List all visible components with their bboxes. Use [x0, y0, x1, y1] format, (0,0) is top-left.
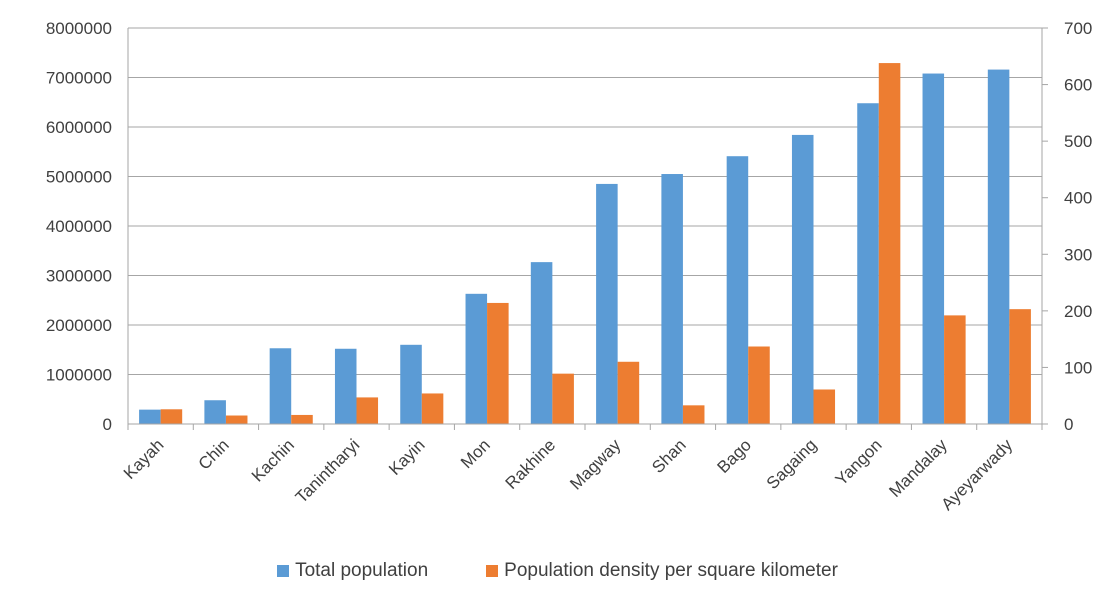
legend-item-total-population: Total population: [277, 560, 428, 582]
bar-total-population: [269, 348, 292, 424]
bar-total-population: [922, 73, 945, 424]
bar-population-density: [878, 63, 901, 425]
bar-population-density: [487, 302, 509, 424]
bar-population-density: [225, 415, 248, 424]
bar-population-density: [356, 397, 379, 424]
bar-population-density: [682, 405, 705, 424]
bar-total-population: [465, 293, 488, 424]
bar-total-population: [139, 409, 161, 424]
y2-tick-label: 100: [1064, 358, 1092, 377]
y-tick-label: 6000000: [46, 118, 112, 137]
legend-swatch-total-population: [277, 565, 290, 577]
bar-total-population: [204, 400, 226, 424]
y-tick-label: 3000000: [46, 267, 112, 286]
y2-tick-label: 0: [1064, 415, 1073, 434]
bar-population-density: [813, 389, 836, 424]
bar-population-density: [291, 414, 313, 424]
y2-tick-label: 600: [1064, 76, 1092, 95]
bar-population-density: [1009, 309, 1031, 424]
y-tick-label: 8000000: [46, 19, 112, 38]
legend-label-total-population: Total population: [295, 560, 429, 581]
gridlines: [128, 27, 1042, 425]
chart-svg: 0100000020000003000000400000050000006000…: [46, 19, 1093, 514]
bar-population-density: [748, 346, 770, 424]
bar-total-population: [596, 183, 618, 424]
bar-population-density: [552, 373, 574, 424]
legend: Total population Population density per …: [0, 556, 1115, 586]
y2-tick-label: 200: [1064, 302, 1092, 321]
bar-total-population: [987, 69, 1010, 424]
x-category-label: Bago: [714, 435, 756, 477]
y-tick-label: 4000000: [46, 217, 112, 236]
bar-total-population: [791, 134, 814, 425]
bar-total-population: [857, 103, 879, 425]
bar-total-population: [400, 344, 422, 424]
bar-population-density: [421, 393, 444, 424]
x-category-label: Tanintharyi: [292, 435, 364, 507]
axes: [127, 27, 1048, 430]
x-category-label: Shan: [648, 435, 690, 477]
x-category-label: Magway: [566, 435, 625, 494]
x-category-label: Mon: [457, 435, 494, 472]
y-tick-label: 7000000: [46, 69, 112, 88]
x-category-label: Kayah: [120, 435, 168, 483]
y-tick-label: 2000000: [46, 316, 112, 335]
legend-swatch-population-density: [486, 565, 499, 577]
bar-total-population: [661, 174, 683, 424]
x-category-label: Ayeyarwady: [937, 435, 1016, 514]
x-category-label: Rakhine: [502, 435, 560, 493]
y2-tick-label: 300: [1064, 245, 1092, 264]
bar-population-density: [944, 315, 966, 424]
y2-tick-label: 700: [1064, 19, 1092, 38]
x-category-label: Yangon: [832, 435, 886, 489]
legend-item-population-density: Population density per square kilometer: [486, 560, 838, 582]
bar-total-population: [726, 156, 749, 424]
y-tick-label: 1000000: [46, 366, 112, 385]
y-tick-label: 0: [103, 415, 112, 434]
bar-total-population: [334, 348, 357, 424]
bars: [139, 63, 1031, 425]
x-category-label: Kachin: [248, 435, 298, 485]
y-tick-label: 5000000: [46, 168, 112, 187]
x-category-label: Kayin: [385, 435, 429, 479]
x-category-label: Mandalay: [885, 435, 951, 501]
x-category-label: Chin: [195, 435, 233, 473]
bar-population-density: [160, 409, 183, 424]
y2-tick-label: 500: [1064, 132, 1092, 151]
bar-population-density: [617, 361, 640, 424]
x-category-label: Sagaing: [763, 435, 821, 493]
legend-label-population-density: Population density per square kilometer: [504, 560, 838, 581]
bar-total-population: [530, 262, 553, 424]
y2-tick-label: 400: [1064, 189, 1092, 208]
